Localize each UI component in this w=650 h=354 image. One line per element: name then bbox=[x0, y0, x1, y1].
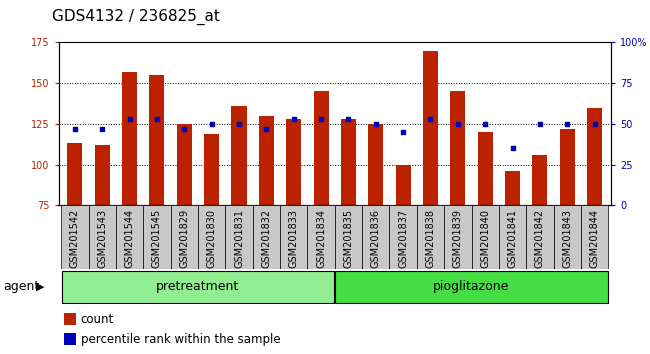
Bar bbox=[204, 134, 219, 205]
Point bbox=[398, 129, 408, 135]
Text: GSM201831: GSM201831 bbox=[234, 209, 244, 268]
Point bbox=[535, 121, 545, 127]
Bar bbox=[423, 51, 438, 205]
Point bbox=[316, 116, 326, 122]
Point bbox=[452, 121, 463, 127]
Text: agent: agent bbox=[3, 280, 40, 293]
Bar bbox=[68, 143, 83, 205]
Point bbox=[480, 121, 490, 127]
Bar bbox=[450, 91, 465, 205]
Bar bbox=[280, 205, 307, 269]
Bar bbox=[64, 313, 76, 325]
Bar bbox=[61, 205, 88, 269]
Text: count: count bbox=[81, 313, 114, 326]
Bar bbox=[444, 205, 471, 269]
Bar bbox=[581, 205, 608, 269]
Text: GSM201542: GSM201542 bbox=[70, 209, 80, 268]
Text: GDS4132 / 236825_at: GDS4132 / 236825_at bbox=[52, 8, 220, 25]
Bar bbox=[64, 333, 76, 346]
Bar bbox=[62, 271, 335, 303]
Bar bbox=[417, 205, 444, 269]
Bar bbox=[307, 205, 335, 269]
Bar bbox=[286, 119, 301, 205]
Point bbox=[590, 121, 600, 127]
Text: GSM201837: GSM201837 bbox=[398, 209, 408, 268]
Text: GSM201834: GSM201834 bbox=[316, 209, 326, 268]
Bar bbox=[532, 155, 547, 205]
Bar bbox=[526, 205, 554, 269]
Bar bbox=[560, 129, 575, 205]
Bar bbox=[231, 106, 246, 205]
Text: GSM201839: GSM201839 bbox=[453, 209, 463, 268]
Point bbox=[562, 121, 573, 127]
Bar bbox=[471, 205, 499, 269]
Bar bbox=[259, 116, 274, 205]
Point bbox=[151, 116, 162, 122]
Bar bbox=[389, 205, 417, 269]
Bar bbox=[95, 145, 110, 205]
Point bbox=[179, 126, 190, 132]
Bar bbox=[478, 132, 493, 205]
Text: GSM201841: GSM201841 bbox=[508, 209, 517, 268]
Bar bbox=[505, 171, 520, 205]
Bar bbox=[122, 72, 137, 205]
Bar bbox=[362, 205, 389, 269]
Bar bbox=[554, 205, 581, 269]
Bar bbox=[171, 205, 198, 269]
Text: GSM201545: GSM201545 bbox=[152, 209, 162, 268]
Bar bbox=[369, 124, 383, 205]
Bar bbox=[143, 205, 171, 269]
Bar bbox=[150, 75, 164, 205]
Point bbox=[234, 121, 244, 127]
Point bbox=[70, 126, 80, 132]
Bar bbox=[335, 271, 608, 303]
Point bbox=[207, 121, 217, 127]
Text: pretreatment: pretreatment bbox=[157, 280, 240, 292]
Bar bbox=[177, 124, 192, 205]
Text: GSM201833: GSM201833 bbox=[289, 209, 299, 268]
Bar bbox=[313, 91, 329, 205]
Bar bbox=[396, 165, 411, 205]
Text: percentile rank within the sample: percentile rank within the sample bbox=[81, 333, 280, 346]
Text: GSM201844: GSM201844 bbox=[590, 209, 599, 268]
Point bbox=[124, 116, 135, 122]
Text: pioglitazone: pioglitazone bbox=[434, 280, 510, 292]
Text: GSM201840: GSM201840 bbox=[480, 209, 490, 268]
Bar bbox=[335, 205, 362, 269]
Text: GSM201843: GSM201843 bbox=[562, 209, 572, 268]
Bar bbox=[587, 108, 602, 205]
Point bbox=[261, 126, 272, 132]
Bar bbox=[499, 205, 526, 269]
Text: GSM201835: GSM201835 bbox=[343, 209, 354, 268]
Text: GSM201543: GSM201543 bbox=[98, 209, 107, 268]
Bar bbox=[198, 205, 226, 269]
Bar bbox=[226, 205, 253, 269]
Text: GSM201832: GSM201832 bbox=[261, 209, 271, 268]
Bar bbox=[341, 119, 356, 205]
Bar bbox=[253, 205, 280, 269]
Point bbox=[425, 116, 436, 122]
Point bbox=[343, 116, 354, 122]
Point bbox=[508, 145, 518, 151]
Text: GSM201842: GSM201842 bbox=[535, 209, 545, 268]
Text: GSM201836: GSM201836 bbox=[370, 209, 381, 268]
Bar bbox=[116, 205, 143, 269]
Point bbox=[289, 116, 299, 122]
Point bbox=[370, 121, 381, 127]
Text: GSM201838: GSM201838 bbox=[426, 209, 436, 268]
Point bbox=[97, 126, 107, 132]
Text: GSM201544: GSM201544 bbox=[125, 209, 135, 268]
Text: ▶: ▶ bbox=[36, 282, 44, 292]
Text: GSM201829: GSM201829 bbox=[179, 209, 189, 268]
Text: GSM201830: GSM201830 bbox=[207, 209, 216, 268]
Bar bbox=[88, 205, 116, 269]
